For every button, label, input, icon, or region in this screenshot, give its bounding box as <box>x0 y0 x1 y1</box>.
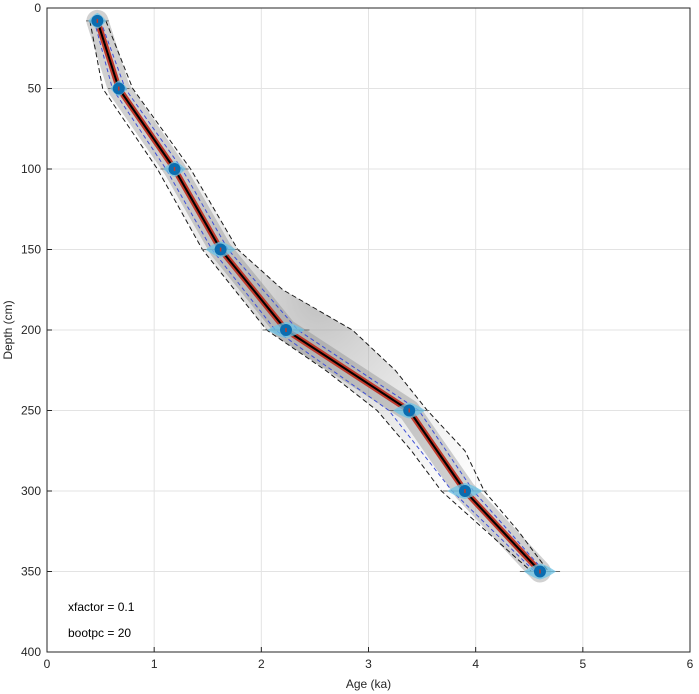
uncertainty-envelope <box>89 20 549 572</box>
y-axis-ticks: 0 50 100 150 200 250 300 350 400 <box>21 1 52 659</box>
plot-content <box>85 9 561 583</box>
y-tick-label: 300 <box>21 484 41 498</box>
date-marker <box>201 241 240 258</box>
x-tick-label: 3 <box>365 657 372 671</box>
ci-inner-low-line <box>93 20 535 572</box>
y-tick-label: 200 <box>21 323 41 337</box>
y-tick-label: 50 <box>28 82 42 96</box>
y-tick-label: 400 <box>21 645 41 659</box>
median-line <box>96 20 541 573</box>
x-tick-label: 0 <box>44 657 51 671</box>
y-tick-label: 250 <box>21 404 41 418</box>
x-tick-label: 6 <box>687 657 694 671</box>
ci-outer-high-line <box>105 20 549 572</box>
x-axis-ticks: 0 1 2 3 4 5 6 <box>44 647 694 671</box>
y-tick-label: 100 <box>21 162 41 176</box>
annotation-bootpc: bootpc = 20 <box>68 626 131 640</box>
date-marker <box>160 161 189 177</box>
date-marker <box>519 563 561 580</box>
date-marker <box>85 12 109 29</box>
x-tick-label: 4 <box>472 657 479 671</box>
y-axis-title: Depth (cm) <box>1 300 15 359</box>
x-tick-label: 2 <box>258 657 265 671</box>
date-marker <box>442 483 488 499</box>
date-marker <box>262 322 310 338</box>
y-tick-label: 0 <box>34 1 41 15</box>
x-axis-title: Age (ka) <box>346 677 391 691</box>
date-marker <box>389 402 430 419</box>
annotation-xfactor: xfactor = 0.1 <box>68 600 135 614</box>
x-tick-label: 1 <box>151 657 158 671</box>
x-tick-label: 5 <box>579 657 586 671</box>
date-marker <box>108 80 130 97</box>
y-tick-label: 350 <box>21 565 41 579</box>
ci-outer-low-line <box>89 20 532 572</box>
ci-inner-high-line <box>100 20 545 572</box>
y-tick-label: 150 <box>21 243 41 257</box>
